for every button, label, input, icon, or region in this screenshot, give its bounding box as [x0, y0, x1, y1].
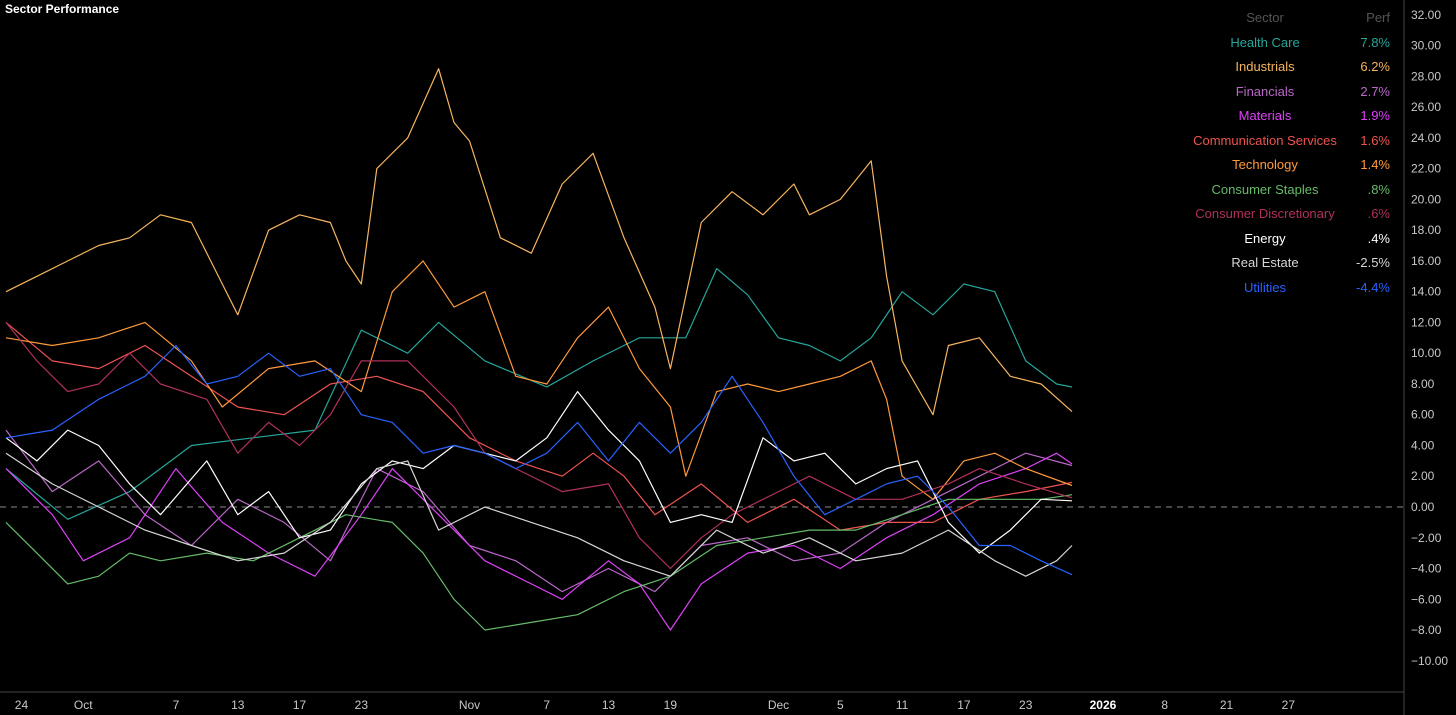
y-tick-label: 8.00: [1411, 377, 1435, 391]
legend-perf-value: .6%: [1367, 206, 1390, 221]
y-tick-label: 20.00: [1411, 192, 1441, 206]
legend-item-financials[interactable]: Financials 2.7%: [1190, 80, 1390, 105]
x-tick-label: 7: [173, 698, 180, 712]
legend-sector-name: Financials: [1235, 83, 1295, 99]
y-tick-label: 10.00: [1411, 346, 1441, 360]
y-tick-label: 12.00: [1411, 315, 1441, 329]
y-tick-label: 22.00: [1411, 162, 1441, 176]
y-tick-label: 24.00: [1411, 131, 1441, 145]
legend-sector-name: Industrials: [1235, 59, 1295, 74]
x-tick-label: 19: [664, 698, 678, 712]
legend-header-perf: Perf: [1366, 10, 1390, 25]
series-line-real-estate: [5, 452, 1073, 577]
legend-header: Sector Perf: [1190, 6, 1390, 31]
x-tick-label: 17: [957, 698, 971, 712]
y-tick-label: 16.00: [1411, 254, 1441, 268]
legend-item-communication-services[interactable]: Communication Services 1.6%: [1190, 129, 1390, 154]
legend-header-sector: Sector: [1246, 10, 1284, 25]
series-line-energy: [5, 391, 1073, 554]
y-axis: 32.00 30.00 28.00 26.00 24.00 22.00 20.00 18.00…: [1403, 0, 1448, 715]
y-tick-label: −4.00: [1411, 562, 1442, 576]
y-tick-label: −6.00: [1411, 592, 1442, 606]
y-tick-label: 2.00: [1411, 469, 1435, 483]
legend-item-industrials[interactable]: Industrials 6.2%: [1190, 55, 1390, 80]
legend-sector-name: Consumer Discretionary: [1195, 206, 1335, 221]
x-tick-label: 27: [1282, 698, 1296, 712]
x-tick-label: 13: [602, 698, 616, 712]
chart-title: Sector Performance: [5, 2, 120, 16]
legend-perf-value: -4.4%: [1356, 279, 1390, 295]
legend-perf-value: 2.7%: [1360, 83, 1390, 99]
x-tick-label: 5: [837, 698, 844, 712]
series-layer: [5, 68, 1073, 631]
x-tick-label: 2026: [1090, 698, 1117, 712]
series-line-health-care: [5, 268, 1073, 520]
legend: Sector Perf Health Care 7.8% Industrials 6.…: [1190, 6, 1390, 300]
legend-item-materials[interactable]: Materials 1.9%: [1190, 104, 1390, 129]
x-axis: 24 Oct 7 13 17 23 Nov 7 13 19 Dec 5 11 17 23 2026 8 21 27: [0, 691, 1404, 712]
y-tick-label: 18.00: [1411, 223, 1441, 237]
legend-perf-value: 1.9%: [1360, 108, 1390, 123]
legend-perf-value: .8%: [1367, 181, 1390, 197]
legend-sector-name: Real Estate: [1231, 255, 1299, 270]
y-tick-label: 28.00: [1411, 69, 1441, 83]
x-tick-label: 23: [355, 698, 369, 712]
legend-perf-value: 1.4%: [1360, 157, 1390, 172]
legend-perf-value: -2.5%: [1356, 255, 1390, 270]
x-tick-label: 13: [231, 698, 245, 712]
series-line-consumer-staples: [5, 494, 1073, 631]
legend-sector-name: Communication Services: [1193, 132, 1337, 148]
series-line-industrials: [5, 68, 1073, 416]
y-tick-label: −8.00: [1411, 623, 1442, 637]
legend-item-real-estate[interactable]: Real Estate -2.5%: [1190, 251, 1390, 276]
legend-item-technology[interactable]: Technology 1.4%: [1190, 153, 1390, 178]
series-line-communication-services: [5, 321, 1073, 531]
series-line-financials: [5, 429, 1073, 593]
series-line-technology: [5, 260, 1073, 500]
y-tick-label: 6.00: [1411, 408, 1435, 422]
legend-sector-name: Materials: [1238, 108, 1292, 123]
y-tick-label: 0.00: [1411, 500, 1435, 514]
series-line-utilities: [5, 344, 1073, 576]
legend-sector-name: Utilities: [1244, 279, 1286, 295]
x-tick-label: 11: [896, 698, 909, 712]
legend-sector-name: Energy: [1244, 230, 1286, 246]
y-tick-label: 14.00: [1411, 285, 1441, 299]
y-tick-label: 32.00: [1411, 8, 1441, 22]
legend-perf-value: .4%: [1367, 230, 1390, 246]
y-tick-label: 4.00: [1411, 438, 1435, 452]
legend-item-consumer-discretionary[interactable]: Consumer Discretionary .6%: [1190, 202, 1390, 227]
x-tick-label: 8: [1161, 698, 1168, 712]
legend-item-energy[interactable]: Energy .4%: [1190, 227, 1390, 252]
legend-perf-value: 7.8%: [1360, 34, 1390, 50]
x-tick-label: 23: [1019, 698, 1033, 712]
x-tick-label: 7: [543, 698, 550, 712]
legend-perf-value: 6.2%: [1360, 59, 1390, 74]
y-tick-label: −10.00: [1411, 654, 1448, 668]
y-tick-label: 30.00: [1411, 39, 1441, 53]
x-tick-label: Oct: [74, 698, 93, 712]
y-tick-label: 26.00: [1411, 100, 1441, 114]
y-tick-label: −2.00: [1411, 531, 1442, 545]
x-tick-label: Dec: [768, 698, 789, 712]
legend-item-utilities[interactable]: Utilities -4.4%: [1190, 276, 1390, 301]
legend-sector-name: Health Care: [1230, 34, 1300, 50]
legend-sector-name: Consumer Staples: [1211, 181, 1319, 197]
x-tick-label: Nov: [459, 698, 480, 712]
x-tick-label: 17: [293, 698, 307, 712]
legend-item-consumer-staples[interactable]: Consumer Staples .8%: [1190, 178, 1390, 203]
legend-item-health-care[interactable]: Health Care 7.8%: [1190, 31, 1390, 56]
legend-perf-value: 1.6%: [1360, 132, 1390, 148]
x-tick-label: 21: [1220, 698, 1234, 712]
legend-sector-name: Technology: [1232, 157, 1298, 172]
x-tick-label: 24: [15, 698, 29, 712]
